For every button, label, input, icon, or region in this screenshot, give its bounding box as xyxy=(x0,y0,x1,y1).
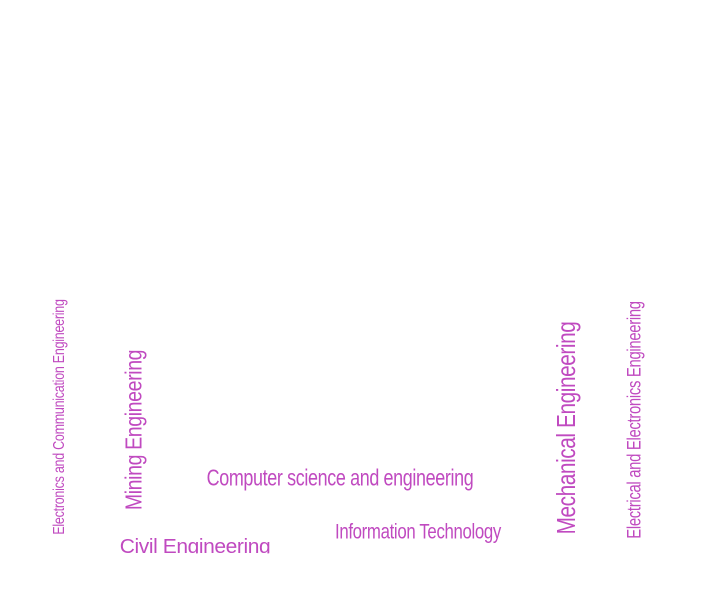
word-electronics-and-communication-engineering: Electronics and Communication Engineerin… xyxy=(51,299,68,535)
word-electrical-and-electronics-engineering: Electrical and Electronics Engineering xyxy=(624,301,646,539)
word-computer-science-and-engineering: Computer science and engineering xyxy=(206,464,474,491)
word-mechanical-engineering: Mechanical Engineering xyxy=(551,321,581,535)
word-civil-engineering: Civil Engineering xyxy=(119,536,271,558)
word-mining-engineering: Mining Engineering xyxy=(120,349,147,511)
word-information-technology: Information Technology xyxy=(334,520,502,544)
